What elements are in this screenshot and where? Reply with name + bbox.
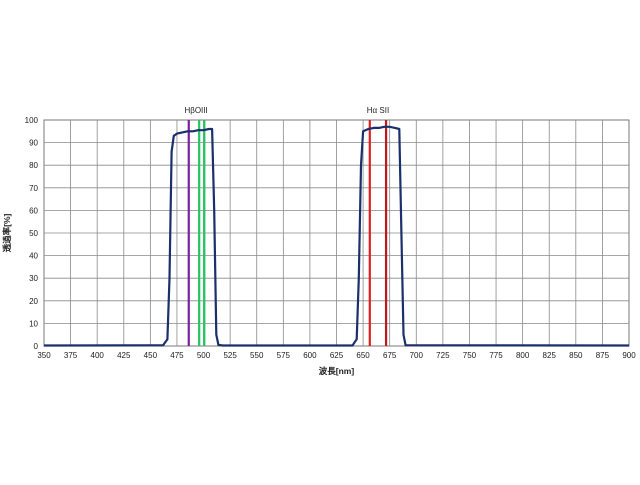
y-tick-label: 30: [29, 274, 38, 283]
y-tick-label: 50: [29, 229, 38, 238]
x-tick-label: 425: [117, 351, 131, 360]
transmission-curve: [43, 125, 630, 347]
x-tick-label: 475: [170, 351, 184, 360]
emission-line-label: HβOIII: [184, 106, 207, 115]
y-tick-label: 20: [29, 297, 38, 306]
x-tick-label: 600: [303, 351, 317, 360]
x-tick-label: 525: [223, 351, 237, 360]
x-tick-label: 875: [596, 351, 610, 360]
y-tick-label: 100: [25, 116, 39, 125]
x-tick-label: 700: [410, 351, 424, 360]
x-tick-label: 500: [197, 351, 211, 360]
tick-labels: 350 375 400 425 450 475 500 525 550 575 600 625 650 6…: [25, 116, 637, 360]
y-tick-label: 0: [34, 342, 39, 351]
emission-line-label: Hα SII: [367, 106, 389, 115]
x-tick-label: 350: [37, 351, 51, 360]
x-tick-label: 450: [144, 351, 158, 360]
x-tick-label: 800: [516, 351, 530, 360]
line-labels: HβOIII Hα SII: [184, 106, 389, 115]
x-tick-label: 825: [543, 351, 557, 360]
y-tick-label: 70: [29, 184, 38, 193]
x-tick-label: 550: [250, 351, 264, 360]
y-tick-label: 90: [29, 139, 38, 148]
y-axis-label: 透過率[%]: [2, 213, 12, 252]
x-tick-label: 375: [64, 351, 78, 360]
x-tick-label: 850: [569, 351, 583, 360]
emission-lines: [187, 120, 388, 346]
x-tick-label: 775: [489, 351, 503, 360]
y-tick-label: 40: [29, 252, 38, 261]
x-tick-label: 675: [383, 351, 397, 360]
x-tick-label: 625: [330, 351, 344, 360]
x-tick-label: 575: [277, 351, 291, 360]
y-tick-label: 10: [29, 319, 38, 328]
x-tick-label: 725: [436, 351, 450, 360]
x-axis-label: 波長[nm]: [319, 366, 355, 376]
y-tick-label: 80: [29, 161, 38, 170]
x-tick-label: 650: [356, 351, 370, 360]
series-layer: [43, 125, 630, 347]
y-tick-label: 60: [29, 206, 38, 215]
x-tick-label: 400: [91, 351, 105, 360]
x-tick-label: 750: [463, 351, 477, 360]
x-tick-label: 900: [622, 351, 636, 360]
grid-layer: [44, 120, 629, 346]
